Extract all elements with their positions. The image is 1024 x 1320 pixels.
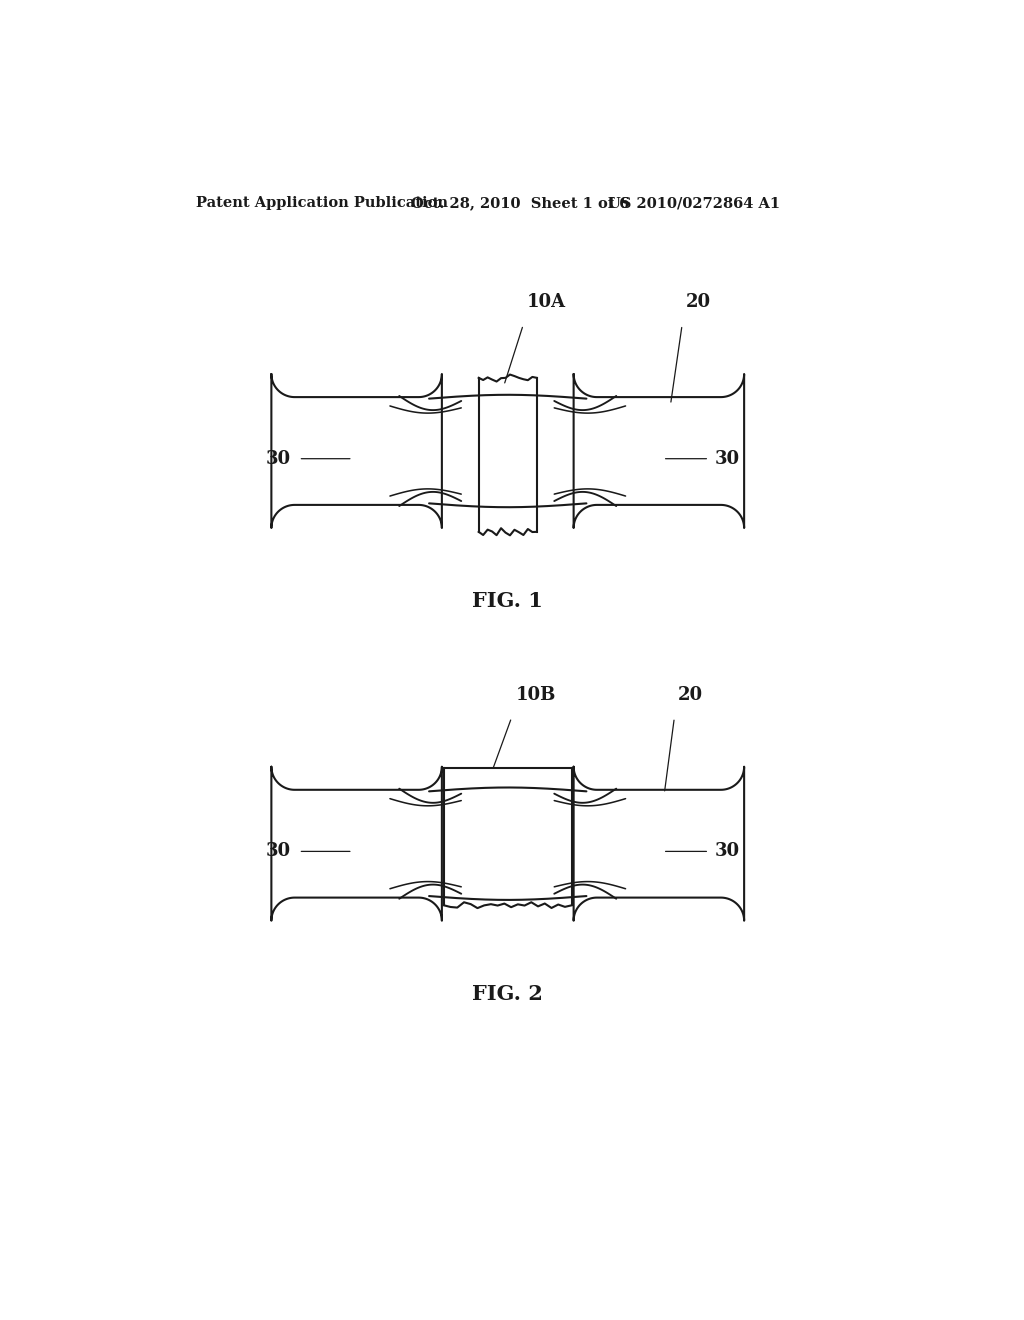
Text: Oct. 28, 2010  Sheet 1 of 6: Oct. 28, 2010 Sheet 1 of 6	[411, 197, 630, 210]
Text: FIG. 1: FIG. 1	[472, 591, 543, 611]
Text: 10B: 10B	[515, 685, 556, 704]
Text: 30: 30	[715, 450, 739, 467]
Text: Patent Application Publication: Patent Application Publication	[197, 197, 449, 210]
Text: 30: 30	[265, 450, 291, 467]
Text: 20: 20	[678, 685, 703, 704]
Text: FIG. 2: FIG. 2	[472, 983, 543, 1003]
Text: 10A: 10A	[527, 293, 566, 312]
Text: 30: 30	[265, 842, 291, 861]
Text: US 2010/0272864 A1: US 2010/0272864 A1	[608, 197, 780, 210]
Text: 20: 20	[686, 293, 711, 312]
Text: 30: 30	[715, 842, 739, 861]
